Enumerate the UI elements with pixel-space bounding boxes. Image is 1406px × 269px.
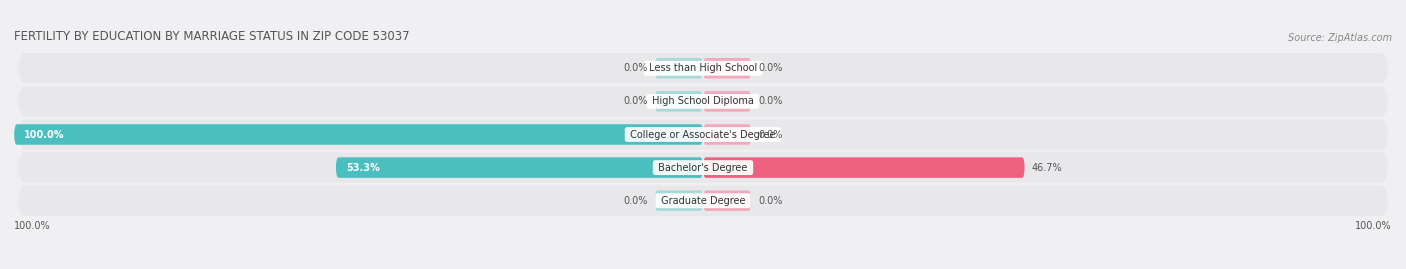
FancyBboxPatch shape	[14, 124, 703, 145]
FancyBboxPatch shape	[17, 183, 1389, 219]
FancyBboxPatch shape	[336, 157, 703, 178]
FancyBboxPatch shape	[17, 83, 1389, 119]
Text: High School Diploma: High School Diploma	[650, 96, 756, 107]
FancyBboxPatch shape	[703, 190, 751, 211]
Text: 53.3%: 53.3%	[346, 162, 380, 173]
Text: 0.0%: 0.0%	[623, 196, 648, 206]
FancyBboxPatch shape	[703, 58, 751, 79]
Text: 46.7%: 46.7%	[1032, 162, 1063, 173]
FancyBboxPatch shape	[17, 150, 1389, 186]
Text: Less than High School: Less than High School	[645, 63, 761, 73]
Text: Graduate Degree: Graduate Degree	[658, 196, 748, 206]
Text: Source: ZipAtlas.com: Source: ZipAtlas.com	[1288, 33, 1392, 44]
FancyBboxPatch shape	[17, 117, 1389, 152]
FancyBboxPatch shape	[655, 58, 703, 79]
Text: 100.0%: 100.0%	[1355, 221, 1392, 231]
Text: 0.0%: 0.0%	[623, 96, 648, 107]
Text: 0.0%: 0.0%	[623, 63, 648, 73]
FancyBboxPatch shape	[703, 157, 1025, 178]
FancyBboxPatch shape	[703, 91, 751, 112]
Text: 0.0%: 0.0%	[758, 196, 783, 206]
FancyBboxPatch shape	[655, 91, 703, 112]
FancyBboxPatch shape	[655, 190, 703, 211]
Text: College or Associate's Degree: College or Associate's Degree	[627, 129, 779, 140]
Text: FERTILITY BY EDUCATION BY MARRIAGE STATUS IN ZIP CODE 53037: FERTILITY BY EDUCATION BY MARRIAGE STATU…	[14, 30, 409, 44]
FancyBboxPatch shape	[703, 124, 751, 145]
Text: 0.0%: 0.0%	[758, 63, 783, 73]
Text: 100.0%: 100.0%	[14, 221, 51, 231]
Text: 0.0%: 0.0%	[758, 96, 783, 107]
Text: 0.0%: 0.0%	[758, 129, 783, 140]
Text: 100.0%: 100.0%	[24, 129, 65, 140]
FancyBboxPatch shape	[17, 50, 1389, 86]
Text: Bachelor's Degree: Bachelor's Degree	[655, 162, 751, 173]
